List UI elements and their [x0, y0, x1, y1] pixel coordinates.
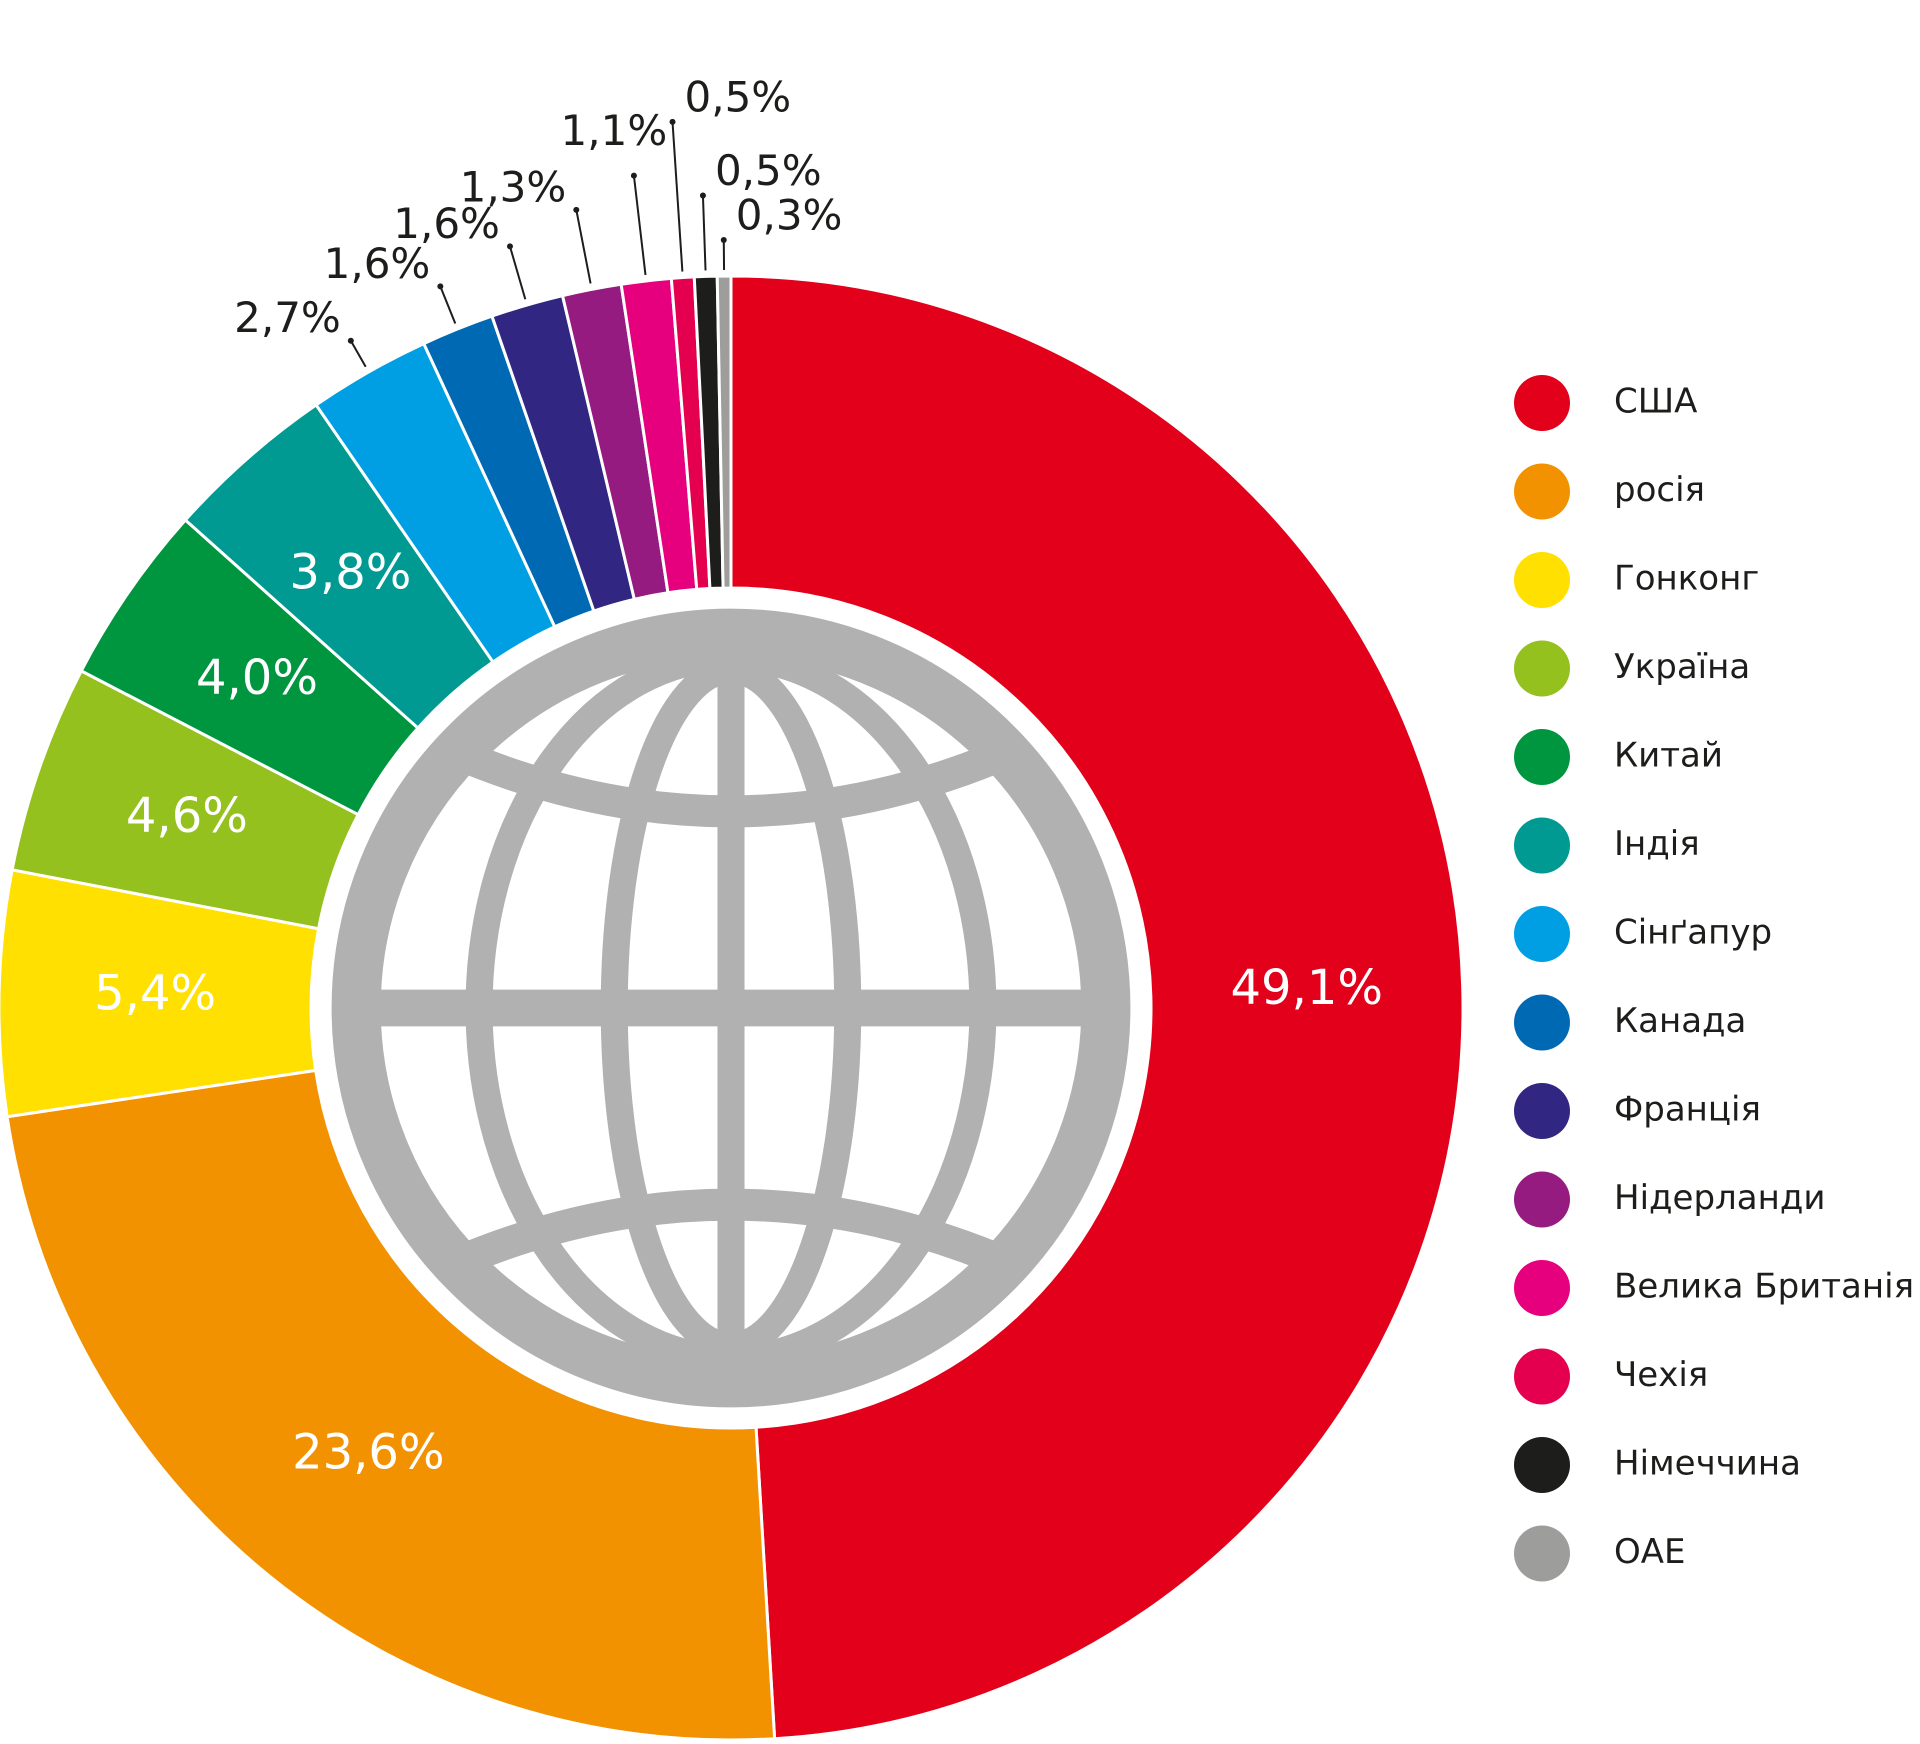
legend-swatch — [1514, 463, 1570, 520]
legend-label: Велика Британія — [1614, 1267, 1914, 1307]
value-label: 3,8% — [289, 545, 411, 601]
leader-line — [575, 209, 592, 284]
globe-icon — [331, 608, 1131, 1408]
leader-line — [509, 246, 527, 300]
leader-dot — [506, 243, 513, 250]
legend-swatch — [1514, 1437, 1570, 1493]
legend-label: Німеччина — [1614, 1444, 1801, 1484]
legend-swatch — [1514, 994, 1570, 1051]
value-label: 1,1% — [561, 106, 668, 155]
legend-swatch — [1514, 906, 1570, 962]
legend-label: Китай — [1614, 736, 1723, 776]
leader-dot — [669, 118, 676, 125]
legend-label: росія — [1614, 470, 1705, 510]
legend-label: Чехія — [1614, 1355, 1708, 1395]
legend-swatch — [1514, 552, 1570, 608]
value-label: 1,6% — [324, 239, 431, 288]
leader-line — [671, 121, 684, 272]
leader-line — [632, 175, 647, 276]
value-label: 23,6% — [292, 1425, 444, 1481]
leader-dot — [720, 237, 727, 244]
donut-segment — [729, 274, 1465, 1741]
legend-label: Сінґапур — [1614, 913, 1772, 953]
legend-swatch — [1514, 1348, 1570, 1405]
legend-label: Гонконг — [1614, 559, 1759, 599]
value-label: 0,5% — [715, 146, 822, 195]
legend-label: Франція — [1614, 1090, 1761, 1130]
donut: 49,1%23,6%5,4%4,6%4,0%3,8%2,7%1,6%1,6%1,… — [0, 72, 1465, 1742]
legend-swatch — [1514, 1171, 1570, 1228]
value-label: 5,4% — [94, 965, 216, 1021]
donut-segment — [5, 1068, 777, 1742]
leader-line — [439, 285, 457, 324]
value-label: 0,5% — [685, 72, 792, 121]
value-label: 1,3% — [460, 162, 567, 211]
leader-dot — [630, 172, 637, 179]
legend-swatch — [1514, 1260, 1570, 1316]
legend-swatch — [1514, 640, 1570, 697]
value-label: 1,6% — [393, 199, 500, 248]
value-label: 0,3% — [736, 191, 843, 240]
legend-label: США — [1614, 382, 1697, 422]
value-label: 49,1% — [1231, 960, 1383, 1016]
legend-label: ОАЕ — [1614, 1532, 1686, 1572]
leader-dot — [347, 337, 354, 344]
leader-line — [349, 340, 367, 368]
legend-label: Нідерланди — [1614, 1178, 1825, 1218]
value-label: 2,7% — [234, 293, 341, 342]
leader-dot — [437, 283, 444, 290]
legend: США росія Гонконг Україна Китай Індія Сінґапур… — [1514, 375, 1914, 1582]
legend-swatch — [1514, 729, 1570, 785]
legend-swatch — [1514, 817, 1570, 874]
legend-swatch — [1514, 1525, 1570, 1582]
legend-swatch — [1514, 1083, 1570, 1139]
legend-label: Україна — [1614, 647, 1750, 687]
leader-dot — [573, 206, 580, 213]
legend-label: Індія — [1614, 824, 1700, 864]
value-label: 4,6% — [126, 788, 248, 844]
legend-swatch — [1514, 375, 1570, 431]
legend-label: Канада — [1614, 1001, 1746, 1041]
donut-segment — [715, 274, 733, 590]
leader-line — [701, 195, 707, 271]
leader-dot — [699, 192, 706, 199]
value-label: 4,0% — [196, 650, 318, 706]
